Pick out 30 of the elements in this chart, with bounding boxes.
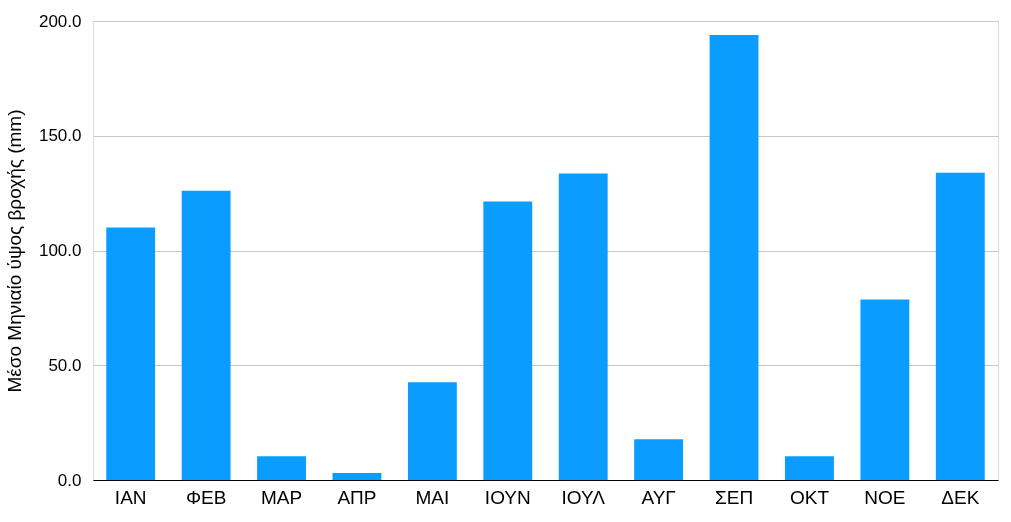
bar	[785, 456, 834, 480]
x-tick-label: ΙΟΥΛ	[561, 486, 606, 508]
bar	[407, 382, 457, 480]
x-tick-label: ΦΕΒ	[185, 486, 227, 508]
bar	[483, 201, 533, 480]
bar	[332, 473, 382, 480]
bar	[257, 456, 306, 480]
x-tick-label: ΣΕΠ	[714, 486, 754, 508]
y-tick-label: 150.0	[38, 126, 82, 146]
bar	[860, 299, 910, 480]
y-tick-label: 100.0	[38, 241, 82, 260]
bar	[634, 439, 684, 480]
x-tick-label: ΔΕΚ	[941, 486, 980, 508]
x-tick-label: ΜΑΙ	[415, 486, 450, 508]
y-tick-label: 200.0	[38, 11, 82, 31]
x-tick-label: ΜΑΡ	[260, 486, 303, 508]
x-tick-label: ΝΟΕ	[864, 486, 906, 508]
bar	[106, 227, 156, 480]
x-tick-label: ΑΥΓ	[641, 486, 676, 508]
x-tick-label: ΑΠΡ	[337, 486, 377, 508]
y-tick-label: 0.0	[57, 470, 82, 490]
y-tick-label: 50.0	[48, 355, 82, 375]
x-tick-label: ΟΚΤ	[789, 486, 830, 508]
bar	[181, 190, 231, 480]
x-tick-label: ΙΟΥΝ	[484, 486, 531, 508]
bar	[709, 35, 759, 480]
x-tick-label: ΙΑΝ	[114, 486, 147, 508]
bar	[558, 173, 608, 480]
bar	[935, 172, 985, 480]
y-axis-title: Μέσο Μηνιαίο ύψος βροχής (mm)	[3, 109, 25, 393]
